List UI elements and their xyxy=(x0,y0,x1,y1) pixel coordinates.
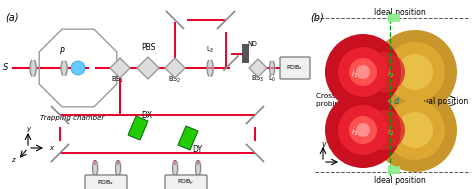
Text: L$_0$: L$_0$ xyxy=(268,74,276,84)
FancyBboxPatch shape xyxy=(85,175,127,189)
Bar xyxy=(242,44,248,62)
Text: L$_4$: L$_4$ xyxy=(194,174,202,183)
Text: (a): (a) xyxy=(5,12,18,22)
FancyBboxPatch shape xyxy=(165,175,207,189)
Circle shape xyxy=(338,47,388,97)
Text: (b): (b) xyxy=(310,12,324,22)
Text: $i_2$: $i_2$ xyxy=(387,126,395,138)
Text: $i_2$: $i_2$ xyxy=(387,68,395,80)
Circle shape xyxy=(397,54,433,90)
Bar xyxy=(388,166,400,174)
Text: $i_1$: $i_1$ xyxy=(351,126,359,138)
Circle shape xyxy=(349,58,377,86)
Text: Ideal position: Ideal position xyxy=(374,8,426,17)
Polygon shape xyxy=(165,58,185,78)
Circle shape xyxy=(373,30,457,114)
Text: L$_3$: L$_3$ xyxy=(171,174,179,183)
Circle shape xyxy=(71,61,85,75)
Text: x: x xyxy=(49,145,53,151)
Text: BS$_3$: BS$_3$ xyxy=(251,74,264,84)
Circle shape xyxy=(385,42,445,102)
Text: L$_1$: L$_1$ xyxy=(91,174,99,183)
Text: Ideal position: Ideal position xyxy=(374,176,426,185)
Text: P: P xyxy=(60,47,64,56)
Circle shape xyxy=(349,116,377,144)
Text: Actual position: Actual position xyxy=(411,97,468,105)
Text: PDB$_y$: PDB$_y$ xyxy=(177,178,195,188)
Polygon shape xyxy=(249,59,267,77)
Polygon shape xyxy=(137,57,159,79)
Text: PBS: PBS xyxy=(141,43,155,52)
Text: Trapping chamber: Trapping chamber xyxy=(40,115,104,121)
Text: ND: ND xyxy=(247,41,257,47)
Text: y: y xyxy=(26,126,30,132)
Text: DY: DY xyxy=(192,145,202,154)
Text: PDB$_x$: PDB$_x$ xyxy=(97,179,115,187)
Circle shape xyxy=(373,88,457,172)
Text: z: z xyxy=(11,157,15,163)
Text: DX: DX xyxy=(141,111,153,120)
Circle shape xyxy=(397,112,433,148)
Text: x: x xyxy=(344,157,348,167)
Text: y: y xyxy=(321,140,325,149)
Circle shape xyxy=(365,110,405,150)
Bar xyxy=(388,14,400,22)
Text: $i_1$: $i_1$ xyxy=(351,68,359,80)
Circle shape xyxy=(385,100,445,160)
Text: S: S xyxy=(3,63,9,71)
Polygon shape xyxy=(178,126,198,150)
Text: PDB$_z$: PDB$_z$ xyxy=(286,64,304,72)
Text: L$_3$: L$_3$ xyxy=(206,45,214,55)
Circle shape xyxy=(325,92,401,168)
Polygon shape xyxy=(128,116,148,140)
Circle shape xyxy=(325,34,401,110)
Circle shape xyxy=(356,65,370,79)
Text: BS$_2$: BS$_2$ xyxy=(168,75,182,85)
Text: $d$: $d$ xyxy=(393,95,401,106)
Polygon shape xyxy=(110,58,130,78)
Circle shape xyxy=(356,123,370,137)
Circle shape xyxy=(338,105,388,155)
Text: BS$_1$: BS$_1$ xyxy=(111,75,125,85)
Circle shape xyxy=(365,52,405,92)
FancyBboxPatch shape xyxy=(280,57,310,79)
Text: L$_2$: L$_2$ xyxy=(114,174,122,183)
Text: Cross-section of
probing beam: Cross-section of probing beam xyxy=(316,93,374,107)
